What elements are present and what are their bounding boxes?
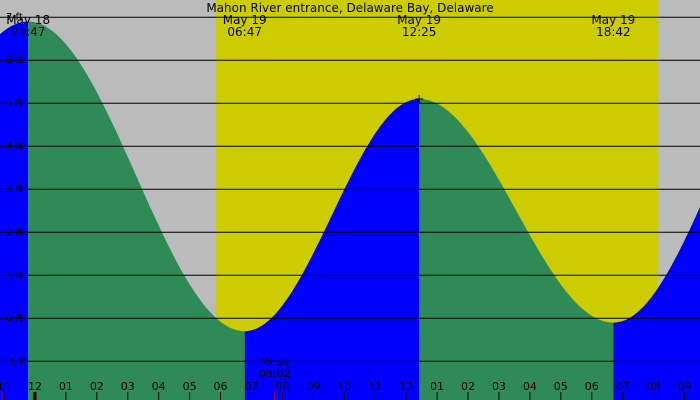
- extreme-date-label: May 19: [397, 13, 441, 27]
- x-tick-label: 08: [647, 380, 661, 393]
- y-tick-label: 2 ft: [6, 227, 23, 238]
- x-tick-label: 07: [244, 380, 258, 393]
- falling-tide-segment: [28, 21, 245, 400]
- moon-event-time: 08:02: [259, 367, 291, 380]
- extreme-date-label: May 19: [591, 13, 635, 27]
- x-tick-label: 12: [28, 380, 42, 393]
- y-tick-label: 4 ft: [6, 141, 23, 152]
- x-tick-label: 07: [616, 380, 630, 393]
- x-tick-label: 05: [554, 380, 568, 393]
- x-tick-label: 05: [183, 380, 197, 393]
- x-tick-label: 10: [337, 380, 351, 393]
- x-tick-label: 03: [492, 380, 506, 393]
- y-tick-label: 7 ft: [6, 12, 23, 23]
- y-axis-labels: 7 ft 6 ft 5 ft 4 ft 3 ft 2 ft 1 ft 0 ft -1 ft: [6, 12, 26, 367]
- y-tick-label: 5 ft: [6, 98, 23, 109]
- y-tick-label: 6 ft: [6, 55, 23, 66]
- extreme-time-label: 12:25: [402, 25, 437, 39]
- x-tick-label: 04: [152, 380, 166, 393]
- rising-tide-segment: [613, 207, 700, 400]
- x-tick-label: 02: [461, 380, 475, 393]
- x-tick-label: 04: [523, 380, 537, 393]
- extreme-time-label: 18:42: [596, 25, 631, 39]
- x-tick-label: 12: [399, 380, 413, 393]
- extreme-date-label: May 18: [6, 13, 50, 27]
- extreme-time-label: 06:47: [227, 25, 262, 39]
- x-tick-label: 08: [275, 380, 289, 393]
- y-tick-label: 1 ft: [6, 270, 23, 281]
- x-tick-label: 09: [678, 380, 692, 393]
- y-tick-label: 3 ft: [6, 184, 23, 195]
- x-tick-label: 03: [121, 380, 135, 393]
- x-axis: 11 12 01 02 03 04 05 06 07 08 09 10 11 12 01 02 03 04 05 06…: [0, 380, 692, 400]
- x-tick-label: 01: [430, 380, 444, 393]
- rising-tide-segment: [0, 21, 29, 400]
- rising-tide-segment: [244, 98, 420, 400]
- y-tick-label: 0 ft: [6, 313, 23, 324]
- x-tick-label: 06: [214, 380, 228, 393]
- extreme-time-label: 23:47: [11, 25, 46, 39]
- x-tick-label: 02: [90, 380, 104, 393]
- x-tick-label: 01: [59, 380, 73, 393]
- x-tick-label: 06: [585, 380, 599, 393]
- midnight-marker: [33, 392, 37, 400]
- moon-event-label: Mrise: [260, 355, 290, 368]
- y-tick-label: -1 ft: [6, 356, 26, 367]
- height-gridlines: [0, 16, 700, 362]
- x-tick-label: 11: [0, 380, 11, 393]
- tide-area: [0, 21, 700, 400]
- chart-title: Mahon River entrance, Delaware Bay, Dela…: [206, 1, 493, 15]
- falling-tide-segment: [419, 98, 614, 400]
- x-tick-label: 11: [368, 380, 382, 393]
- extreme-date-label: May 19: [223, 13, 267, 27]
- moon-events: Mset06:59Mrise08:02: [259, 355, 291, 380]
- x-tick-label: 09: [306, 380, 320, 393]
